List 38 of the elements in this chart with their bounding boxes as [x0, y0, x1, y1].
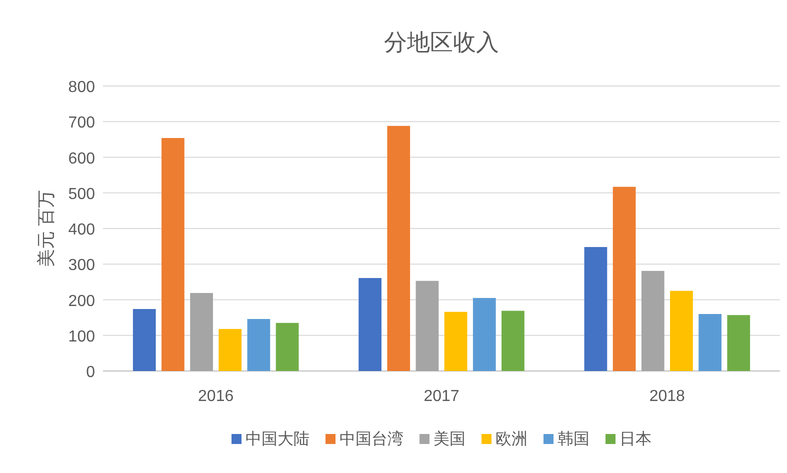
- y-tick-label: 400: [68, 222, 96, 238]
- bar: [670, 290, 693, 371]
- bar: [162, 138, 184, 371]
- legend-label: 日本: [620, 430, 652, 448]
- bar: [502, 310, 524, 371]
- bar: [132, 309, 156, 371]
- bar: [416, 280, 439, 371]
- y-tick-label: 200: [68, 292, 96, 310]
- chart-title: 分地区收入: [384, 29, 499, 55]
- bar: [472, 298, 496, 371]
- x-tick-label: 2018: [649, 388, 686, 405]
- y-tick-label: 700: [68, 114, 96, 132]
- bar: [612, 186, 636, 371]
- y-axis-title: 美元 百万: [36, 190, 56, 268]
- y-tick-label: 0: [86, 364, 96, 381]
- bar: [218, 328, 242, 371]
- legend-label: 韩国: [558, 430, 590, 448]
- bar: [641, 270, 664, 371]
- bar: [190, 292, 213, 371]
- bar: [698, 314, 722, 371]
- bar: [387, 126, 410, 371]
- legend-label: 中国台湾: [340, 430, 404, 448]
- x-tick-label: 2017: [424, 388, 460, 405]
- bar: [358, 278, 382, 371]
- y-tick-label: 100: [68, 328, 96, 346]
- bar: [444, 312, 468, 371]
- legend-label: 中国大陆: [246, 430, 310, 448]
- x-tick-label: 2016: [198, 388, 234, 405]
- bar: [247, 318, 270, 371]
- y-tick-label: 800: [68, 79, 96, 96]
- y-tick-label: 300: [68, 257, 96, 274]
- legend-label: 美国: [434, 430, 466, 448]
- bar: [276, 322, 299, 371]
- legend-label: 欧洲: [496, 430, 528, 448]
- bar: [727, 315, 750, 371]
- bar: [584, 247, 608, 371]
- y-tick-label: 500: [68, 186, 96, 203]
- y-tick-label: 600: [68, 150, 96, 168]
